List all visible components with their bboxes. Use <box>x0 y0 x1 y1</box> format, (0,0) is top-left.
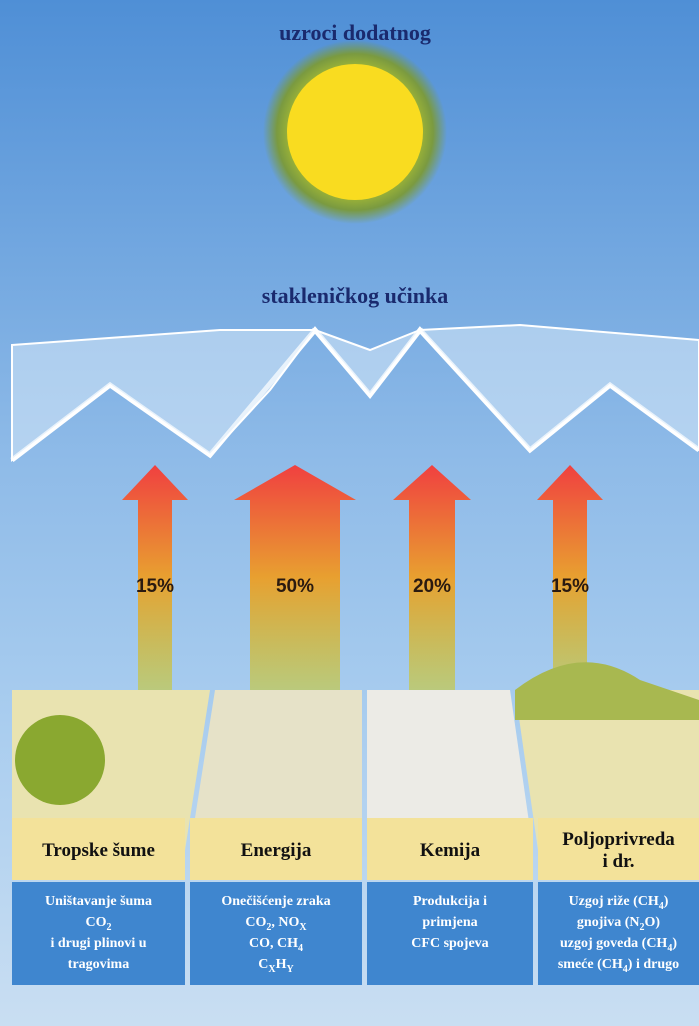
text-run: CO <box>86 915 107 930</box>
infographic: uzroci dodatnog stakleničkog učinka 15% T… <box>0 0 699 1026</box>
text-run: gnojiva (N <box>577 915 640 930</box>
text-run: Uzgoj riže (CH <box>569 894 659 909</box>
description-line: Onečišćenje zraka <box>221 894 330 909</box>
subscript: 4 <box>298 943 303 954</box>
sector-label: Kemija <box>420 840 481 861</box>
sun <box>287 64 423 200</box>
description-line: i drugi plinovi u <box>50 936 146 951</box>
sector-label: Tropske šume <box>42 840 155 861</box>
sector-label: i dr. <box>602 851 634 872</box>
description-line: CFC spojeva <box>411 936 488 951</box>
text-run: H <box>276 957 287 972</box>
sector-label: Energija <box>241 840 312 861</box>
title-top: uzroci dodatnog <box>279 20 431 45</box>
description-line: primjena <box>422 915 477 930</box>
text-run: CFC spojeva <box>411 936 488 951</box>
description-line: Uništavanje šuma <box>45 894 152 909</box>
sector-label: Poljoprivreda <box>562 829 675 850</box>
share: 15% <box>136 576 174 597</box>
text-run: C <box>258 957 268 972</box>
subscript: 2 <box>107 922 112 933</box>
share: 20% <box>413 576 451 597</box>
title-bottom: stakleničkog učinka <box>262 283 448 308</box>
text-run: primjena <box>422 915 477 930</box>
text-run: ) i drugo <box>628 957 679 972</box>
text-run: CO <box>245 915 266 930</box>
text-run: smeće (CH <box>558 957 623 972</box>
description-line: tragovima <box>68 957 129 972</box>
subscript: Y <box>287 964 295 975</box>
share: 15% <box>551 576 589 597</box>
text-run: Uništavanje šuma <box>45 894 152 909</box>
text-run: CO, CH <box>249 936 298 951</box>
text-run: ) <box>672 936 677 951</box>
text-run: Onečišćenje zraka <box>221 894 330 909</box>
text-run: O) <box>645 915 661 930</box>
text-run: , NO <box>271 915 299 930</box>
text-run: Produkcija i <box>413 894 487 909</box>
text-run: ) <box>664 894 669 909</box>
share: 50% <box>276 576 314 597</box>
text-run: i drugi plinovi u <box>50 936 146 951</box>
text-run: uzgoj goveda (CH <box>560 936 667 951</box>
text-run: tragovima <box>68 957 129 972</box>
subscript: X <box>299 922 307 933</box>
description-line: Produkcija i <box>413 894 487 909</box>
